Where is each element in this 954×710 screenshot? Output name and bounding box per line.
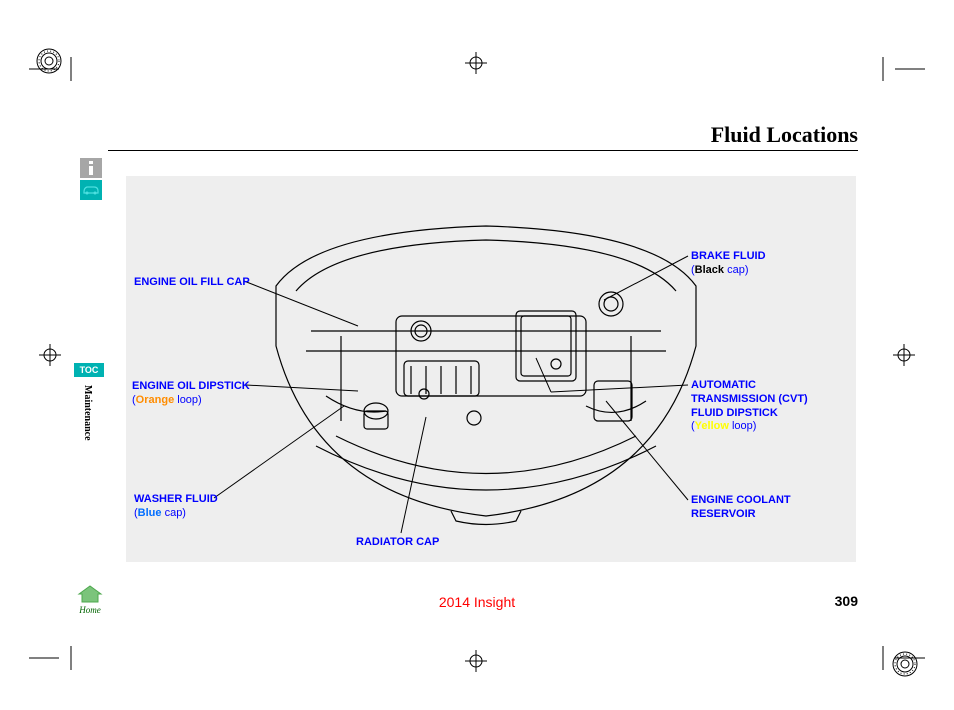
callout-radiator: RADIATOR CAP [356,536,439,550]
callout-cvt: AUTOMATIC TRANSMISSION (CVT) FLUID DIPST… [691,379,808,434]
callout-oil-dipstick: ENGINE OIL DIPSTICK (Orange loop) [132,380,250,408]
page-title: Fluid Locations [711,122,858,148]
fluid-diagram: ENGINE OIL FILL CAP ENGINE OIL DIPSTICK … [126,176,856,562]
car-icon[interactable] [80,180,102,200]
callout-washer: WASHER FLUID (Blue cap) [134,493,218,521]
info-icon[interactable] [80,158,102,178]
engine-illustration [256,216,716,536]
footer-model: 2014 Insight [0,594,954,610]
callout-brake: BRAKE FLUID (Black cap) [691,250,766,278]
page-number: 309 [835,593,858,609]
toc-button[interactable]: TOC [74,363,104,377]
callout-coolant: ENGINE COOLANT RESERVOIR [691,494,791,522]
callout-oil-fill: ENGINE OIL FILL CAP [134,276,250,290]
section-label: Maintenance [82,385,93,441]
title-rule [108,150,858,151]
